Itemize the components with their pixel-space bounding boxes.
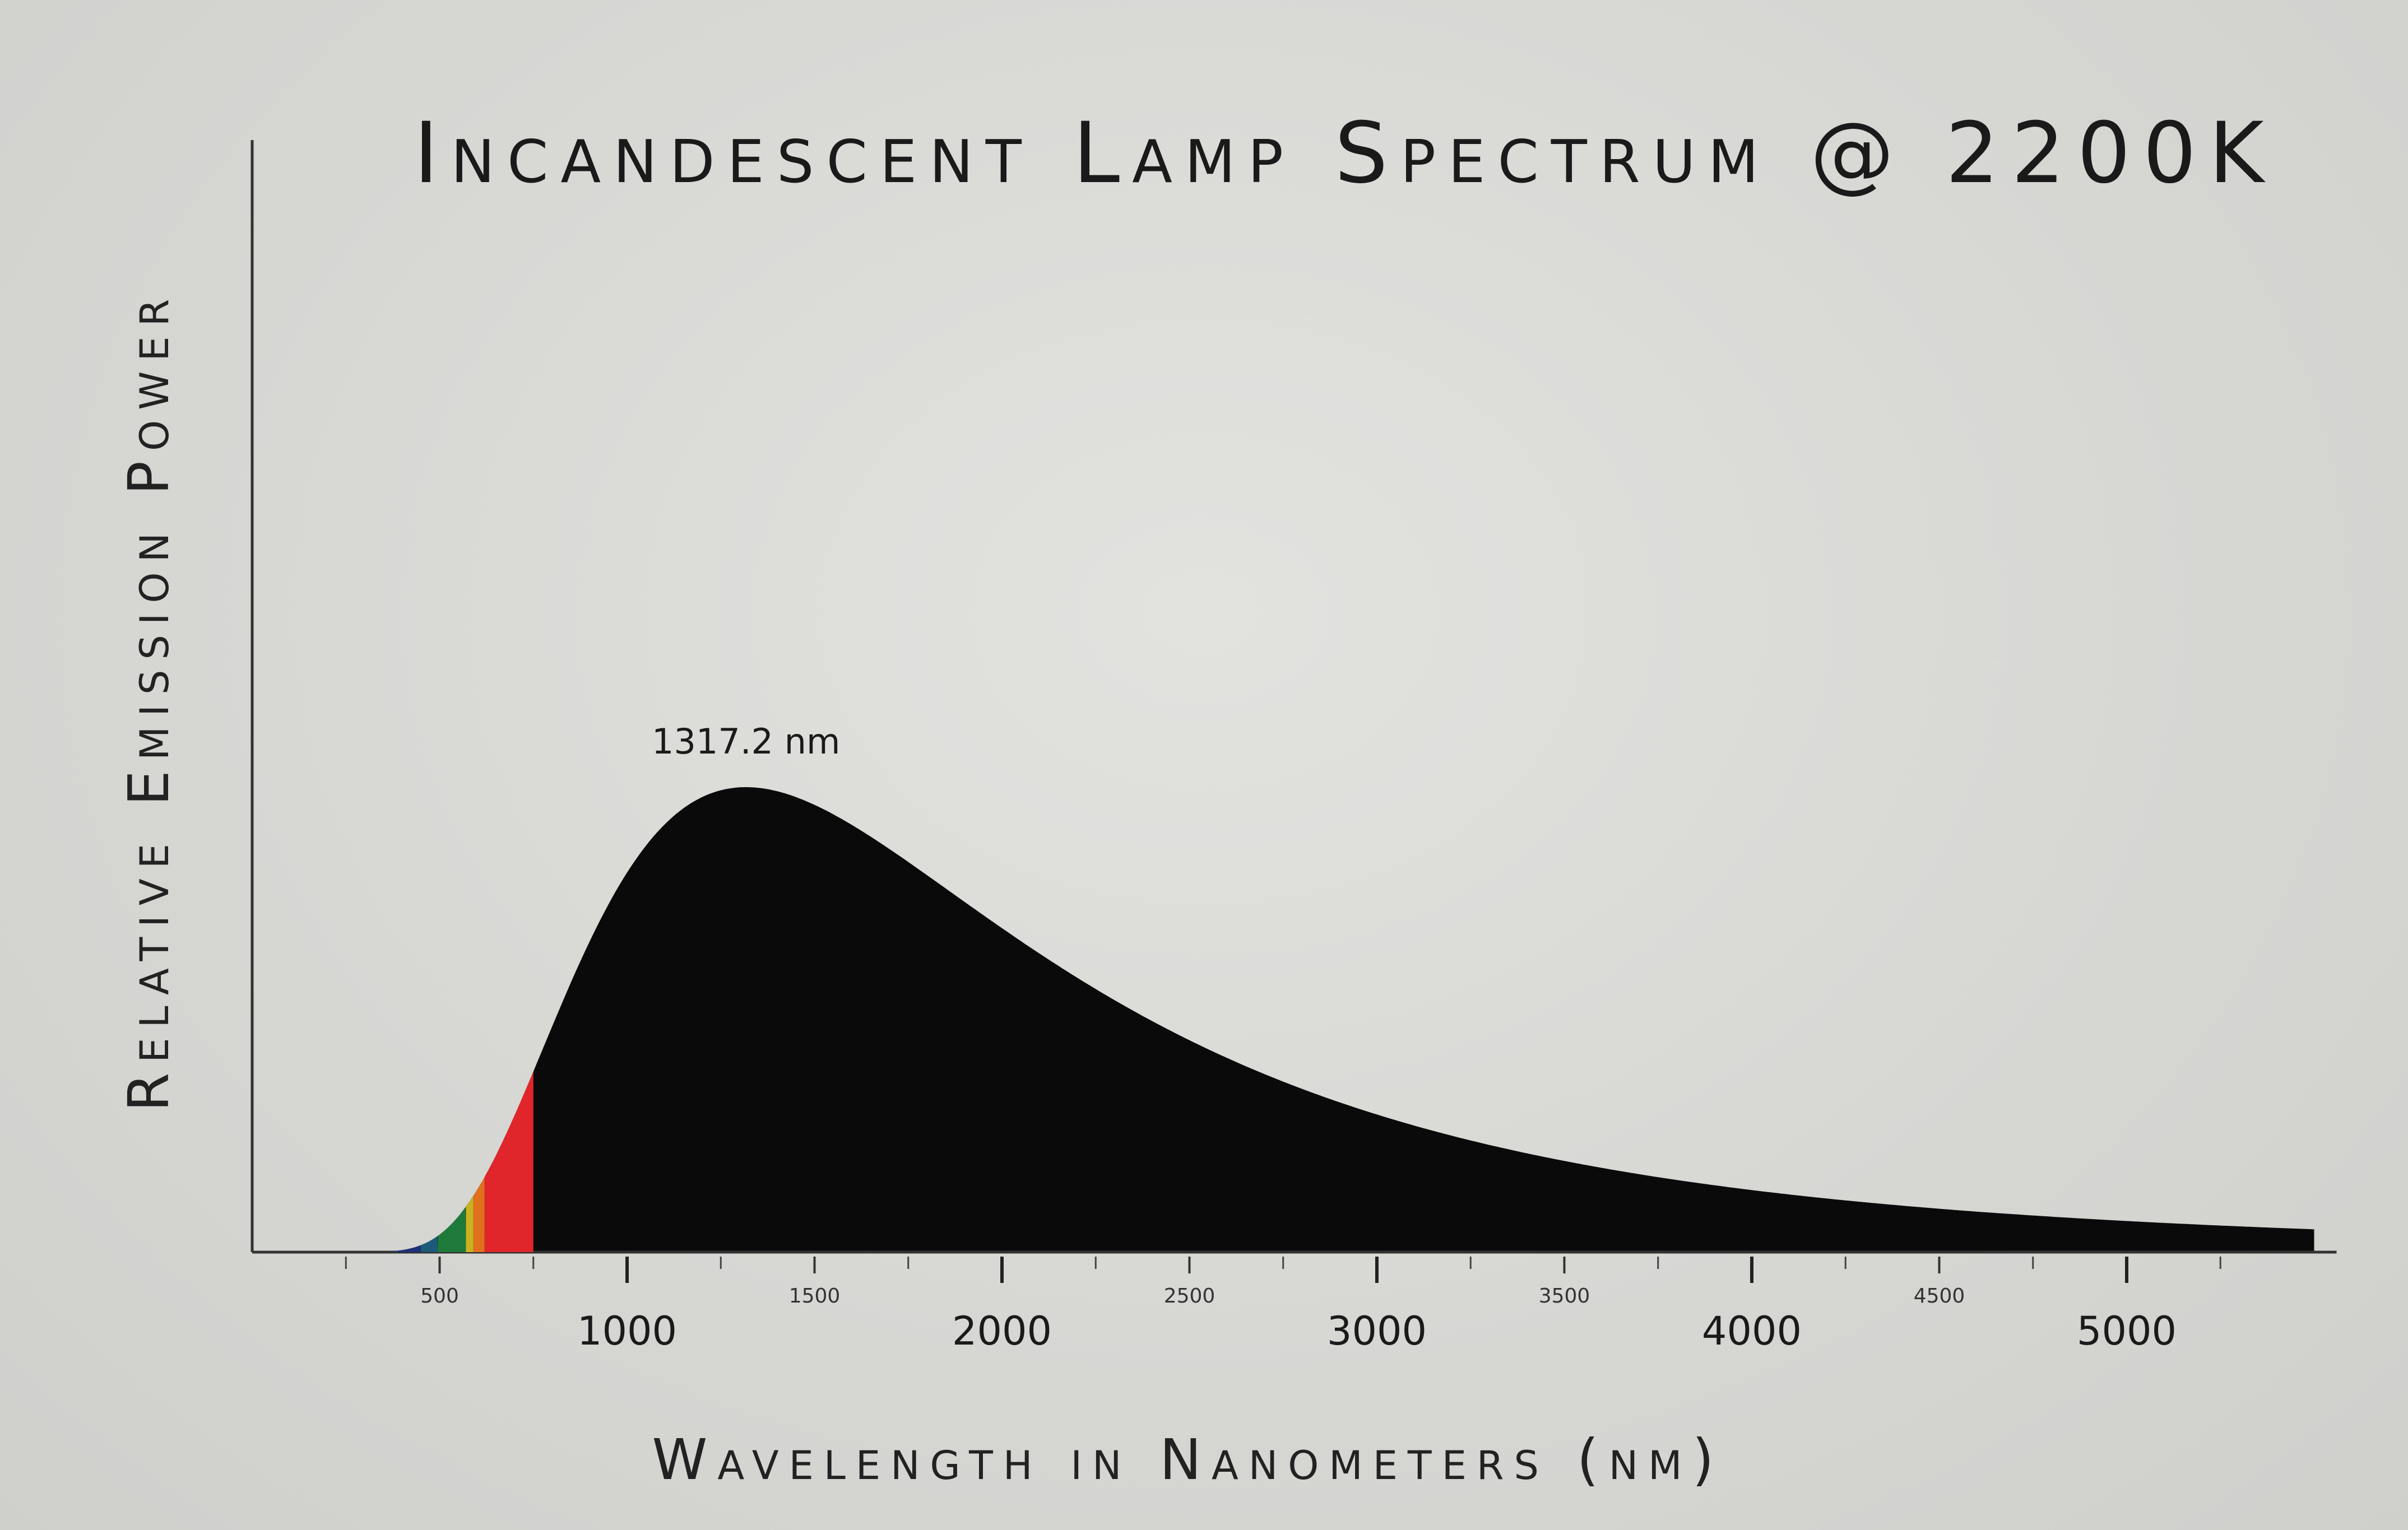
spectrum-area <box>364 787 2314 1252</box>
minor-tick-label-4500: 4500 <box>1914 1285 1965 1308</box>
minor-tick-label-3500: 3500 <box>1539 1285 1590 1308</box>
x-axis-title: Wavelength in Nanometers (nm) <box>652 1427 1724 1492</box>
major-tick-label-1000: 1000 <box>577 1308 677 1354</box>
visible-band-2 <box>438 1207 466 1252</box>
chart-title: Incandescent Lamp Spectrum @ 2200K <box>414 105 2276 202</box>
major-tick-label-4000: 4000 <box>1702 1308 1802 1354</box>
visible-band-1 <box>421 1236 438 1252</box>
major-tick-label-2000: 2000 <box>952 1308 1052 1354</box>
visible-band-4 <box>473 1176 485 1252</box>
major-tick-label-3000: 3000 <box>1327 1308 1427 1354</box>
y-axis-title: Relative Emission Power <box>116 289 182 1112</box>
minor-tick-label-1500: 1500 <box>789 1285 841 1308</box>
visible-spectrum-bands <box>395 1071 533 1252</box>
x-axis-ticks: 1000 2000 3000 4000 5000 500 1500 2500 3500 4500 <box>345 1257 2221 1354</box>
minor-tick-label-2500: 2500 <box>1164 1285 1215 1308</box>
minor-tick-label-500: 500 <box>420 1285 459 1308</box>
visible-band-3 <box>466 1196 474 1252</box>
visible-band-0 <box>395 1245 421 1252</box>
peak-annotation: 1317.2 nm <box>652 721 840 762</box>
visible-band-5 <box>484 1071 533 1252</box>
spectrum-curve-group <box>364 787 2314 1252</box>
major-tick-label-5000: 5000 <box>2077 1308 2177 1354</box>
